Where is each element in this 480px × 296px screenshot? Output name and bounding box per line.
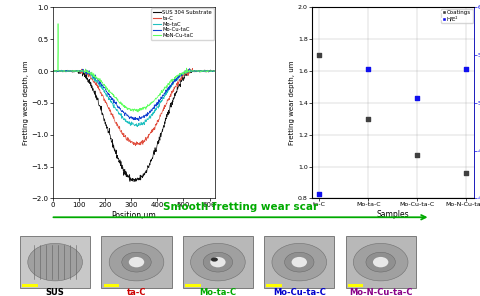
Mo-Cu-taC [92,76,97,79]
Text: Smooth fretting wear scar: Smooth fretting wear scar [163,202,317,212]
Text: ta-C: ta-C [127,288,146,296]
Ellipse shape [210,257,225,267]
MoN-Cu-taC [50,70,56,73]
SUS 304 Substrate [123,171,129,174]
Mo-Cu-taC [145,112,151,116]
Line: MoN-Cu-taC: MoN-Cu-taC [53,24,215,112]
MoN-Cu-taC [123,105,129,109]
Legend: Coatings, H/E²: Coatings, H/E² [440,9,472,23]
Bar [101,236,171,288]
ta-C [123,137,129,141]
Ellipse shape [210,258,217,262]
Point [462,170,469,175]
Bar [22,284,38,287]
Line: ta-C: ta-C [53,68,215,146]
SUS 304 Substrate [131,180,137,184]
Ellipse shape [271,243,326,281]
Mo-Cu-taC [79,70,84,73]
Line: SUS 304 Substrate: SUS 304 Substrate [53,69,215,182]
Mo-taC [158,98,164,102]
ta-C [50,69,56,73]
Mo-taC [79,69,84,73]
ta-C [212,69,217,72]
Point [315,191,323,196]
Bar [104,284,119,287]
SUS 304 Substrate [145,166,151,169]
ta-C [132,144,138,147]
Ellipse shape [353,243,407,281]
Point [364,116,372,121]
Line: Mo-taC: Mo-taC [53,69,215,127]
MoN-Cu-taC [145,104,151,107]
MoN-Cu-taC [92,74,97,77]
Point [413,153,420,158]
Mo-taC [134,125,140,128]
SUS 304 Substrate [92,93,97,96]
ta-C [79,71,84,74]
Mo-taC [50,69,56,73]
SUS 304 Substrate [158,131,164,134]
MoN-Cu-taC [135,110,141,114]
Ellipse shape [372,257,387,267]
Bar [345,236,415,288]
SUS 304 Substrate [50,69,56,73]
Mo-Cu-taC [186,67,192,70]
Mo-taC [212,69,217,73]
Bar [264,236,334,288]
Point [462,67,469,72]
Ellipse shape [203,252,232,272]
Text: SUS: SUS [46,288,64,296]
Mo-taC [92,78,97,81]
ta-C [172,85,178,89]
Mo-Cu-taC [212,69,217,73]
X-axis label: Position,um: Position,um [111,211,156,220]
X-axis label: Samples: Samples [376,210,408,219]
Mo-taC [145,117,151,120]
ta-C [158,111,164,115]
MoN-Cu-taC [158,90,164,94]
Text: Mo-N-Cu-ta-C: Mo-N-Cu-ta-C [348,288,411,296]
MoN-Cu-taC [79,69,84,73]
Line: Mo-Cu-taC: Mo-Cu-taC [53,68,215,121]
Mo-Cu-taC [136,119,142,123]
SUS 304 Substrate [79,67,84,71]
Bar [20,236,90,288]
Legend: SUS 304 Substrate, ta-C, Mo-taC, Mo-Cu-taC, MoN-Cu-taC: SUS 304 Substrate, ta-C, Mo-taC, Mo-Cu-t… [151,9,213,40]
Ellipse shape [109,243,164,281]
SUS 304 Substrate [172,91,178,95]
Mo-taC [123,120,129,123]
Mo-Cu-taC [123,112,129,115]
Ellipse shape [365,252,395,272]
SUS 304 Substrate [79,70,84,74]
Mo-Cu-taC [50,69,56,72]
Bar [185,284,200,287]
Ellipse shape [129,257,144,267]
Ellipse shape [28,243,82,281]
Bar [182,236,252,288]
Y-axis label: Fretting wear depth, um: Fretting wear depth, um [23,61,29,145]
Bar [266,284,281,287]
Bar [347,284,362,287]
Mo-Cu-taC [172,80,178,83]
ta-C [189,67,195,70]
MoN-Cu-taC [172,75,178,79]
Point [315,53,323,57]
ta-C [92,81,97,85]
Mo-Cu-taC [158,96,164,100]
MoN-Cu-taC [212,69,217,73]
Mo-taC [172,79,178,83]
ta-C [145,134,151,138]
Point [364,67,372,72]
SUS 304 Substrate [212,69,217,73]
Ellipse shape [190,243,245,281]
Ellipse shape [291,257,306,267]
Y-axis label: Fretting wear depth, um: Fretting wear depth, um [288,61,294,145]
Ellipse shape [284,252,313,272]
Point [413,96,420,100]
Text: Mo-Cu-ta-C: Mo-Cu-ta-C [272,288,325,296]
MoN-Cu-taC [55,22,61,25]
Ellipse shape [121,252,151,272]
Mo-taC [187,67,192,71]
Text: Mo-ta-C: Mo-ta-C [199,288,236,296]
